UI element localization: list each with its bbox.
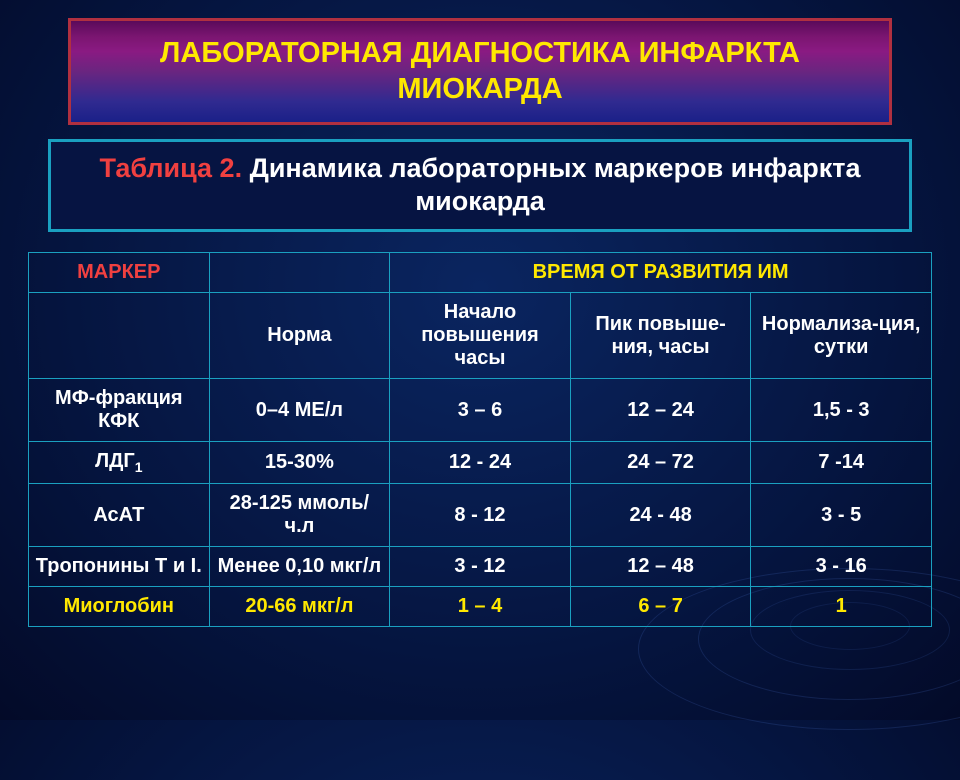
cell-marker: МФ-фракция КФК — [29, 379, 210, 442]
cell-normalization: 3 - 16 — [751, 547, 932, 587]
col-sub-norm: Норма — [209, 293, 390, 379]
table-row: ЛДГ1 15-30% 12 - 24 24 – 72 7 -14 — [29, 442, 932, 484]
table-row: АсАТ 28-125 ммоль/ч.л 8 - 12 24 - 48 3 -… — [29, 484, 932, 547]
cell-marker: ЛДГ1 — [29, 442, 210, 484]
cell-norm: 0–4 МЕ/л — [209, 379, 390, 442]
col-sub-onset: Начало повышения часы — [390, 293, 571, 379]
main-title: ЛАБОРАТОРНАЯ ДИАГНОСТИКА ИНФАРКТА МИОКАР… — [91, 35, 869, 108]
cell-normalization: 3 - 5 — [751, 484, 932, 547]
col-sub-normalization: Нормализа-ция, сутки — [751, 293, 932, 379]
cell-onset: 3 – 6 — [390, 379, 571, 442]
col-header-blank — [209, 253, 390, 293]
cell-norm: 15-30% — [209, 442, 390, 484]
cell-peak: 12 – 24 — [570, 379, 751, 442]
cell-peak: 24 - 48 — [570, 484, 751, 547]
cell-marker: АсАТ — [29, 484, 210, 547]
cell-marker: Тропонины Т и I. — [29, 547, 210, 587]
cell-peak: 6 – 7 — [570, 587, 751, 627]
table-header-row-1: МАРКЕР ВРЕМЯ ОТ РАЗВИТИЯ ИМ — [29, 253, 932, 293]
cell-peak: 12 – 48 — [570, 547, 751, 587]
col-header-time: ВРЕМЯ ОТ РАЗВИТИЯ ИМ — [390, 253, 932, 293]
cell-peak: 24 – 72 — [570, 442, 751, 484]
col-header-marker: МАРКЕР — [29, 253, 210, 293]
subtitle-box: Таблица 2. Динамика лабораторных маркеро… — [48, 139, 912, 233]
table-row: Тропонины Т и I. Менее 0,10 мкг/л 3 - 12… — [29, 547, 932, 587]
subtitle-rest: Динамика лабораторных маркеров инфаркта … — [242, 153, 860, 217]
col-sub-blank — [29, 293, 210, 379]
cell-marker: Миоглобин — [29, 587, 210, 627]
slide: ЛАБОРАТОРНАЯ ДИАГНОСТИКА ИНФАРКТА МИОКАР… — [0, 0, 960, 627]
table-row: МФ-фракция КФК 0–4 МЕ/л 3 – 6 12 – 24 1,… — [29, 379, 932, 442]
markers-table: МАРКЕР ВРЕМЯ ОТ РАЗВИТИЯ ИМ Норма Начало… — [28, 252, 932, 627]
cell-norm: Менее 0,10 мкг/л — [209, 547, 390, 587]
table-header-row-2: Норма Начало повышения часы Пик повыше-н… — [29, 293, 932, 379]
cell-onset: 12 - 24 — [390, 442, 571, 484]
cell-norm: 20-66 мкг/л — [209, 587, 390, 627]
table-row: Миоглобин 20-66 мкг/л 1 – 4 6 – 7 1 — [29, 587, 932, 627]
cell-normalization: 1 — [751, 587, 932, 627]
cell-norm: 28-125 ммоль/ч.л — [209, 484, 390, 547]
col-sub-peak: Пик повыше-ния, часы — [570, 293, 751, 379]
subtitle-prefix: Таблица 2. — [100, 153, 243, 183]
cell-onset: 8 - 12 — [390, 484, 571, 547]
main-title-box: ЛАБОРАТОРНАЯ ДИАГНОСТИКА ИНФАРКТА МИОКАР… — [68, 18, 892, 125]
cell-normalization: 1,5 - 3 — [751, 379, 932, 442]
cell-onset: 3 - 12 — [390, 547, 571, 587]
cell-onset: 1 – 4 — [390, 587, 571, 627]
cell-normalization: 7 -14 — [751, 442, 932, 484]
